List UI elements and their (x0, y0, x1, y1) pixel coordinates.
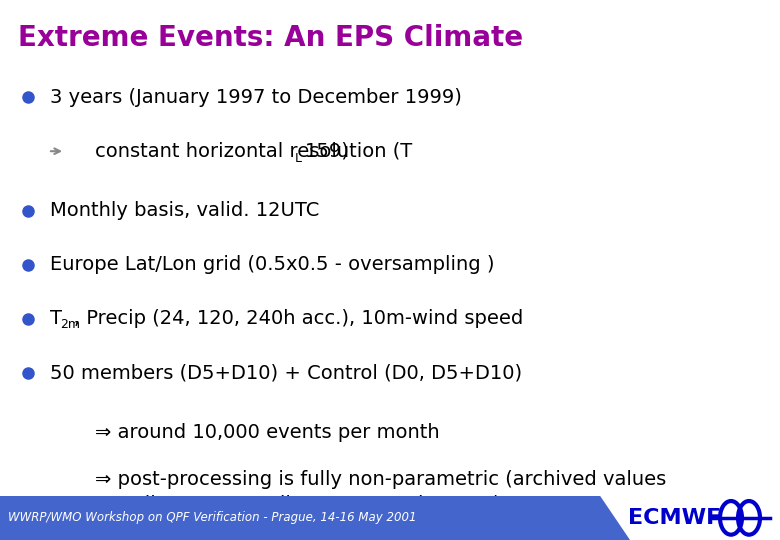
Text: Monthly basis, valid. 12UTC: Monthly basis, valid. 12UTC (50, 201, 319, 220)
Text: L: L (295, 152, 302, 165)
Text: Extreme Events: An EPS Climate: Extreme Events: An EPS Climate (18, 24, 523, 52)
Text: ⇒ around 10,000 events per month: ⇒ around 10,000 events per month (95, 422, 440, 442)
Text: Europe Lat/Lon grid (0.5x0.5 - oversampling ): Europe Lat/Lon grid (0.5x0.5 - oversampl… (50, 255, 495, 274)
Text: 159): 159) (304, 141, 349, 161)
Text: T: T (50, 309, 62, 328)
Text: WWRP/WMO Workshop on QPF Verification - Prague, 14-16 May 2001: WWRP/WMO Workshop on QPF Verification - … (8, 511, 417, 524)
Text: 2m: 2m (60, 318, 80, 330)
Text: 50 members (D5+D10) + Control (D0, D5+D10): 50 members (D5+D10) + Control (D0, D5+D1… (50, 363, 522, 382)
Text: 3 years (January 1997 to December 1999): 3 years (January 1997 to December 1999) (50, 87, 462, 107)
Polygon shape (0, 496, 630, 540)
Text: ECMWF: ECMWF (628, 508, 722, 528)
Text: constant horizontal resolution (T: constant horizontal resolution (T (95, 141, 413, 161)
Text: , Precip (24, 120, 240h acc.), 10m-wind speed: , Precip (24, 120, 240h acc.), 10m-wind … (74, 309, 523, 328)
Text: ⇒ post-processing is fully non-parametric (archived values
are all 100 percentil: ⇒ post-processing is fully non-parametri… (95, 470, 666, 514)
